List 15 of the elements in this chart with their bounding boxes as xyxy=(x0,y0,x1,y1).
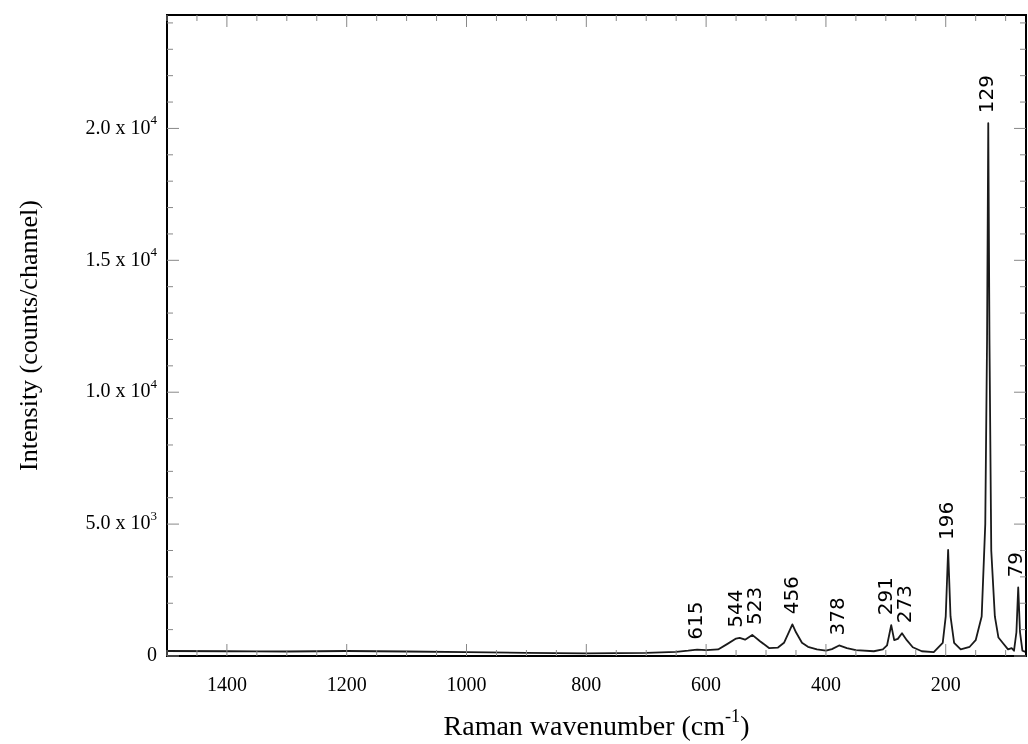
x-tick-label: 200 xyxy=(930,673,961,696)
annotation: 196 xyxy=(934,501,959,540)
annotation: 456 xyxy=(778,576,803,615)
y-tick-label: 0 xyxy=(147,643,157,666)
x-tick-label: 600 xyxy=(691,673,722,696)
y-axis-title: Intensity (counts/channel) xyxy=(13,200,43,471)
annotation: 615 xyxy=(683,601,708,640)
annotation: 79 xyxy=(1003,551,1028,578)
annotation: 129 xyxy=(974,74,999,114)
x-tick-label: 1200 xyxy=(326,673,367,696)
x-tick-label: 400 xyxy=(810,673,841,696)
annotation: 378 xyxy=(825,597,850,636)
x-tick-label: 800 xyxy=(571,673,602,696)
x-tick-label: 1400 xyxy=(206,673,247,696)
x-tick-label: 1000 xyxy=(446,673,487,696)
